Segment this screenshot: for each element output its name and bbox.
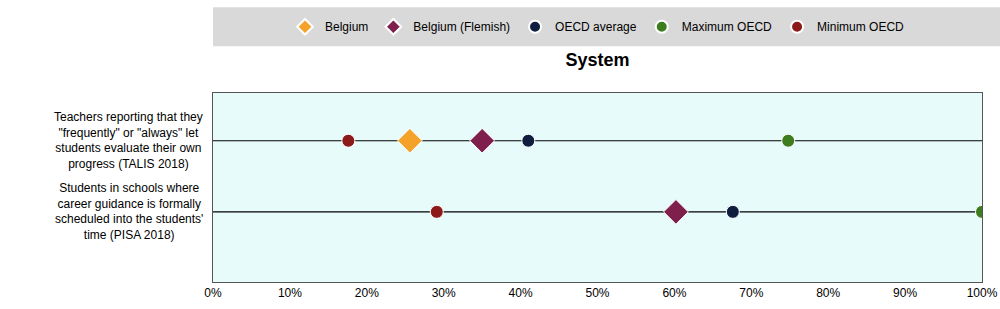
svg-text:70%: 70% xyxy=(739,286,763,300)
svg-text:Minimum OECD: Minimum OECD xyxy=(817,20,904,34)
svg-text:Teachers reporting that they"f: Teachers reporting that they"frequently"… xyxy=(54,110,203,171)
svg-text:80%: 80% xyxy=(816,286,840,300)
svg-text:System: System xyxy=(565,50,629,70)
svg-text:100%: 100% xyxy=(967,286,998,300)
svg-text:40%: 40% xyxy=(509,286,533,300)
svg-text:OECD average: OECD average xyxy=(555,20,637,34)
svg-text:90%: 90% xyxy=(893,286,917,300)
svg-text:0%: 0% xyxy=(204,286,222,300)
svg-text:Belgium (Flemish): Belgium (Flemish) xyxy=(413,20,510,34)
svg-text:Maximum OECD: Maximum OECD xyxy=(682,20,772,34)
svg-text:Students in schools wherecaree: Students in schools wherecareer guidance… xyxy=(55,181,203,242)
svg-text:60%: 60% xyxy=(662,286,686,300)
svg-text:Belgium: Belgium xyxy=(325,20,368,34)
svg-text:10%: 10% xyxy=(278,286,302,300)
svg-text:50%: 50% xyxy=(585,286,609,300)
svg-text:30%: 30% xyxy=(432,286,456,300)
svg-text:20%: 20% xyxy=(355,286,379,300)
